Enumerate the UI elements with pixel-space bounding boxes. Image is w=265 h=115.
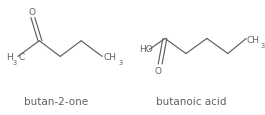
Text: O: O: [28, 8, 36, 17]
Text: CH: CH: [103, 52, 116, 61]
Text: 3: 3: [260, 43, 265, 49]
Text: 3: 3: [119, 60, 123, 66]
Text: HO: HO: [139, 45, 153, 54]
Text: O: O: [154, 66, 161, 75]
Text: CH: CH: [246, 36, 259, 45]
Text: H: H: [7, 52, 13, 61]
Text: 3: 3: [12, 60, 16, 66]
Text: butanoic acid: butanoic acid: [156, 96, 226, 106]
Text: butan-2-one: butan-2-one: [24, 96, 88, 106]
Text: C: C: [19, 52, 25, 61]
